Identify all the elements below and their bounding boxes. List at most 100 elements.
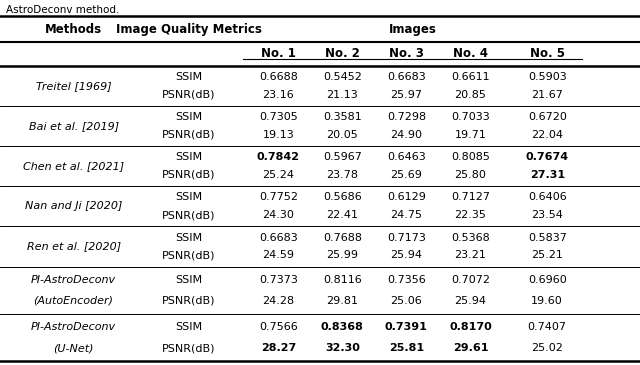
Text: 23.78: 23.78 [326,170,358,180]
Text: PSNR(dB): PSNR(dB) [162,130,216,140]
Text: 0.3581: 0.3581 [323,112,362,122]
Text: No. 5: No. 5 [530,47,564,60]
Text: PSNR(dB): PSNR(dB) [162,210,216,220]
Text: SSIM: SSIM [175,233,202,243]
Text: PSNR(dB): PSNR(dB) [162,250,216,260]
Text: (U-Net): (U-Net) [53,343,94,353]
Text: SSIM: SSIM [175,152,202,162]
Text: 22.41: 22.41 [326,210,358,220]
Text: PSNR(dB): PSNR(dB) [162,296,216,306]
Text: No. 1: No. 1 [261,47,296,60]
Text: 0.6960: 0.6960 [528,275,566,285]
Text: 0.6688: 0.6688 [259,72,298,82]
Text: 20.05: 20.05 [326,130,358,140]
Text: 0.6720: 0.6720 [528,112,566,122]
Text: 24.28: 24.28 [262,296,294,306]
Text: 21.13: 21.13 [326,90,358,100]
Text: 0.6406: 0.6406 [528,192,566,203]
Text: PI-AstroDeconv: PI-AstroDeconv [31,322,116,332]
Text: 29.81: 29.81 [326,296,358,306]
Text: 0.5686: 0.5686 [323,192,362,203]
Text: No. 4: No. 4 [453,47,488,60]
Text: PSNR(dB): PSNR(dB) [162,343,216,353]
Text: 21.67: 21.67 [531,90,563,100]
Text: 29.61: 29.61 [452,343,488,353]
Text: 0.8116: 0.8116 [323,275,362,285]
Text: Image Quality Metrics: Image Quality Metrics [116,23,262,36]
Text: 25.06: 25.06 [390,296,422,306]
Text: 0.7752: 0.7752 [259,192,298,203]
Text: 22.04: 22.04 [531,130,563,140]
Text: 25.97: 25.97 [390,90,422,100]
Text: No. 3: No. 3 [389,47,424,60]
Text: PI-AstroDeconv: PI-AstroDeconv [31,275,116,285]
Text: SSIM: SSIM [175,275,202,285]
Text: Bai et al. [2019]: Bai et al. [2019] [29,121,118,131]
Text: 0.5837: 0.5837 [528,233,566,243]
Text: 0.5368: 0.5368 [451,233,490,243]
Text: 0.7173: 0.7173 [387,233,426,243]
Text: 0.6129: 0.6129 [387,192,426,203]
Text: 23.21: 23.21 [454,250,486,260]
Text: 0.7566: 0.7566 [259,322,298,332]
Text: 0.7127: 0.7127 [451,192,490,203]
Text: 0.6683: 0.6683 [387,72,426,82]
Text: Images: Images [389,23,436,36]
Text: 0.7373: 0.7373 [259,275,298,285]
Text: 25.69: 25.69 [390,170,422,180]
Text: 25.21: 25.21 [531,250,563,260]
Text: 23.54: 23.54 [531,210,563,220]
Text: 25.99: 25.99 [326,250,358,260]
Text: 0.5452: 0.5452 [323,72,362,82]
Text: Methods: Methods [45,23,102,36]
Text: No. 2: No. 2 [325,47,360,60]
Text: 25.02: 25.02 [531,343,563,353]
Text: 24.59: 24.59 [262,250,294,260]
Text: Nan and Ji [2020]: Nan and Ji [2020] [25,201,122,211]
Text: 0.8085: 0.8085 [451,152,490,162]
Text: 0.7033: 0.7033 [451,112,490,122]
Text: PSNR(dB): PSNR(dB) [162,90,216,100]
Text: 24.75: 24.75 [390,210,422,220]
Text: 19.71: 19.71 [454,130,486,140]
Text: 0.7391: 0.7391 [385,322,428,332]
Text: 27.31: 27.31 [530,170,564,180]
Text: 0.6683: 0.6683 [259,233,298,243]
Text: SSIM: SSIM [175,112,202,122]
Text: 19.13: 19.13 [262,130,294,140]
Text: 24.30: 24.30 [262,210,294,220]
Text: 32.30: 32.30 [325,343,360,353]
Text: SSIM: SSIM [175,72,202,82]
Text: 0.7674: 0.7674 [525,152,569,162]
Text: 25.94: 25.94 [454,296,486,306]
Text: 0.7305: 0.7305 [259,112,298,122]
Text: 0.6611: 0.6611 [451,72,490,82]
Text: 0.7072: 0.7072 [451,275,490,285]
Text: 0.7688: 0.7688 [323,233,362,243]
Text: 25.24: 25.24 [262,170,294,180]
Text: 28.27: 28.27 [260,343,296,353]
Text: PSNR(dB): PSNR(dB) [162,170,216,180]
Text: SSIM: SSIM [175,192,202,203]
Text: 24.90: 24.90 [390,130,422,140]
Text: 0.8368: 0.8368 [321,322,364,332]
Text: 20.85: 20.85 [454,90,486,100]
Text: 23.16: 23.16 [262,90,294,100]
Text: Ren et al. [2020]: Ren et al. [2020] [26,242,121,251]
Text: 25.80: 25.80 [454,170,486,180]
Text: (AutoEncoder): (AutoEncoder) [34,296,114,306]
Text: 0.7356: 0.7356 [387,275,426,285]
Text: 22.35: 22.35 [454,210,486,220]
Text: 25.81: 25.81 [389,343,424,353]
Text: 19.60: 19.60 [531,296,563,306]
Text: 0.8170: 0.8170 [449,322,492,332]
Text: 25.94: 25.94 [390,250,422,260]
Text: 0.7407: 0.7407 [528,322,566,332]
Text: Treitel [1969]: Treitel [1969] [36,81,111,91]
Text: 0.7842: 0.7842 [257,152,300,162]
Text: AstroDeconv method.: AstroDeconv method. [6,5,120,15]
Text: Chen et al. [2021]: Chen et al. [2021] [23,161,124,171]
Text: 0.5903: 0.5903 [528,72,566,82]
Text: 0.7298: 0.7298 [387,112,426,122]
Text: SSIM: SSIM [175,322,202,332]
